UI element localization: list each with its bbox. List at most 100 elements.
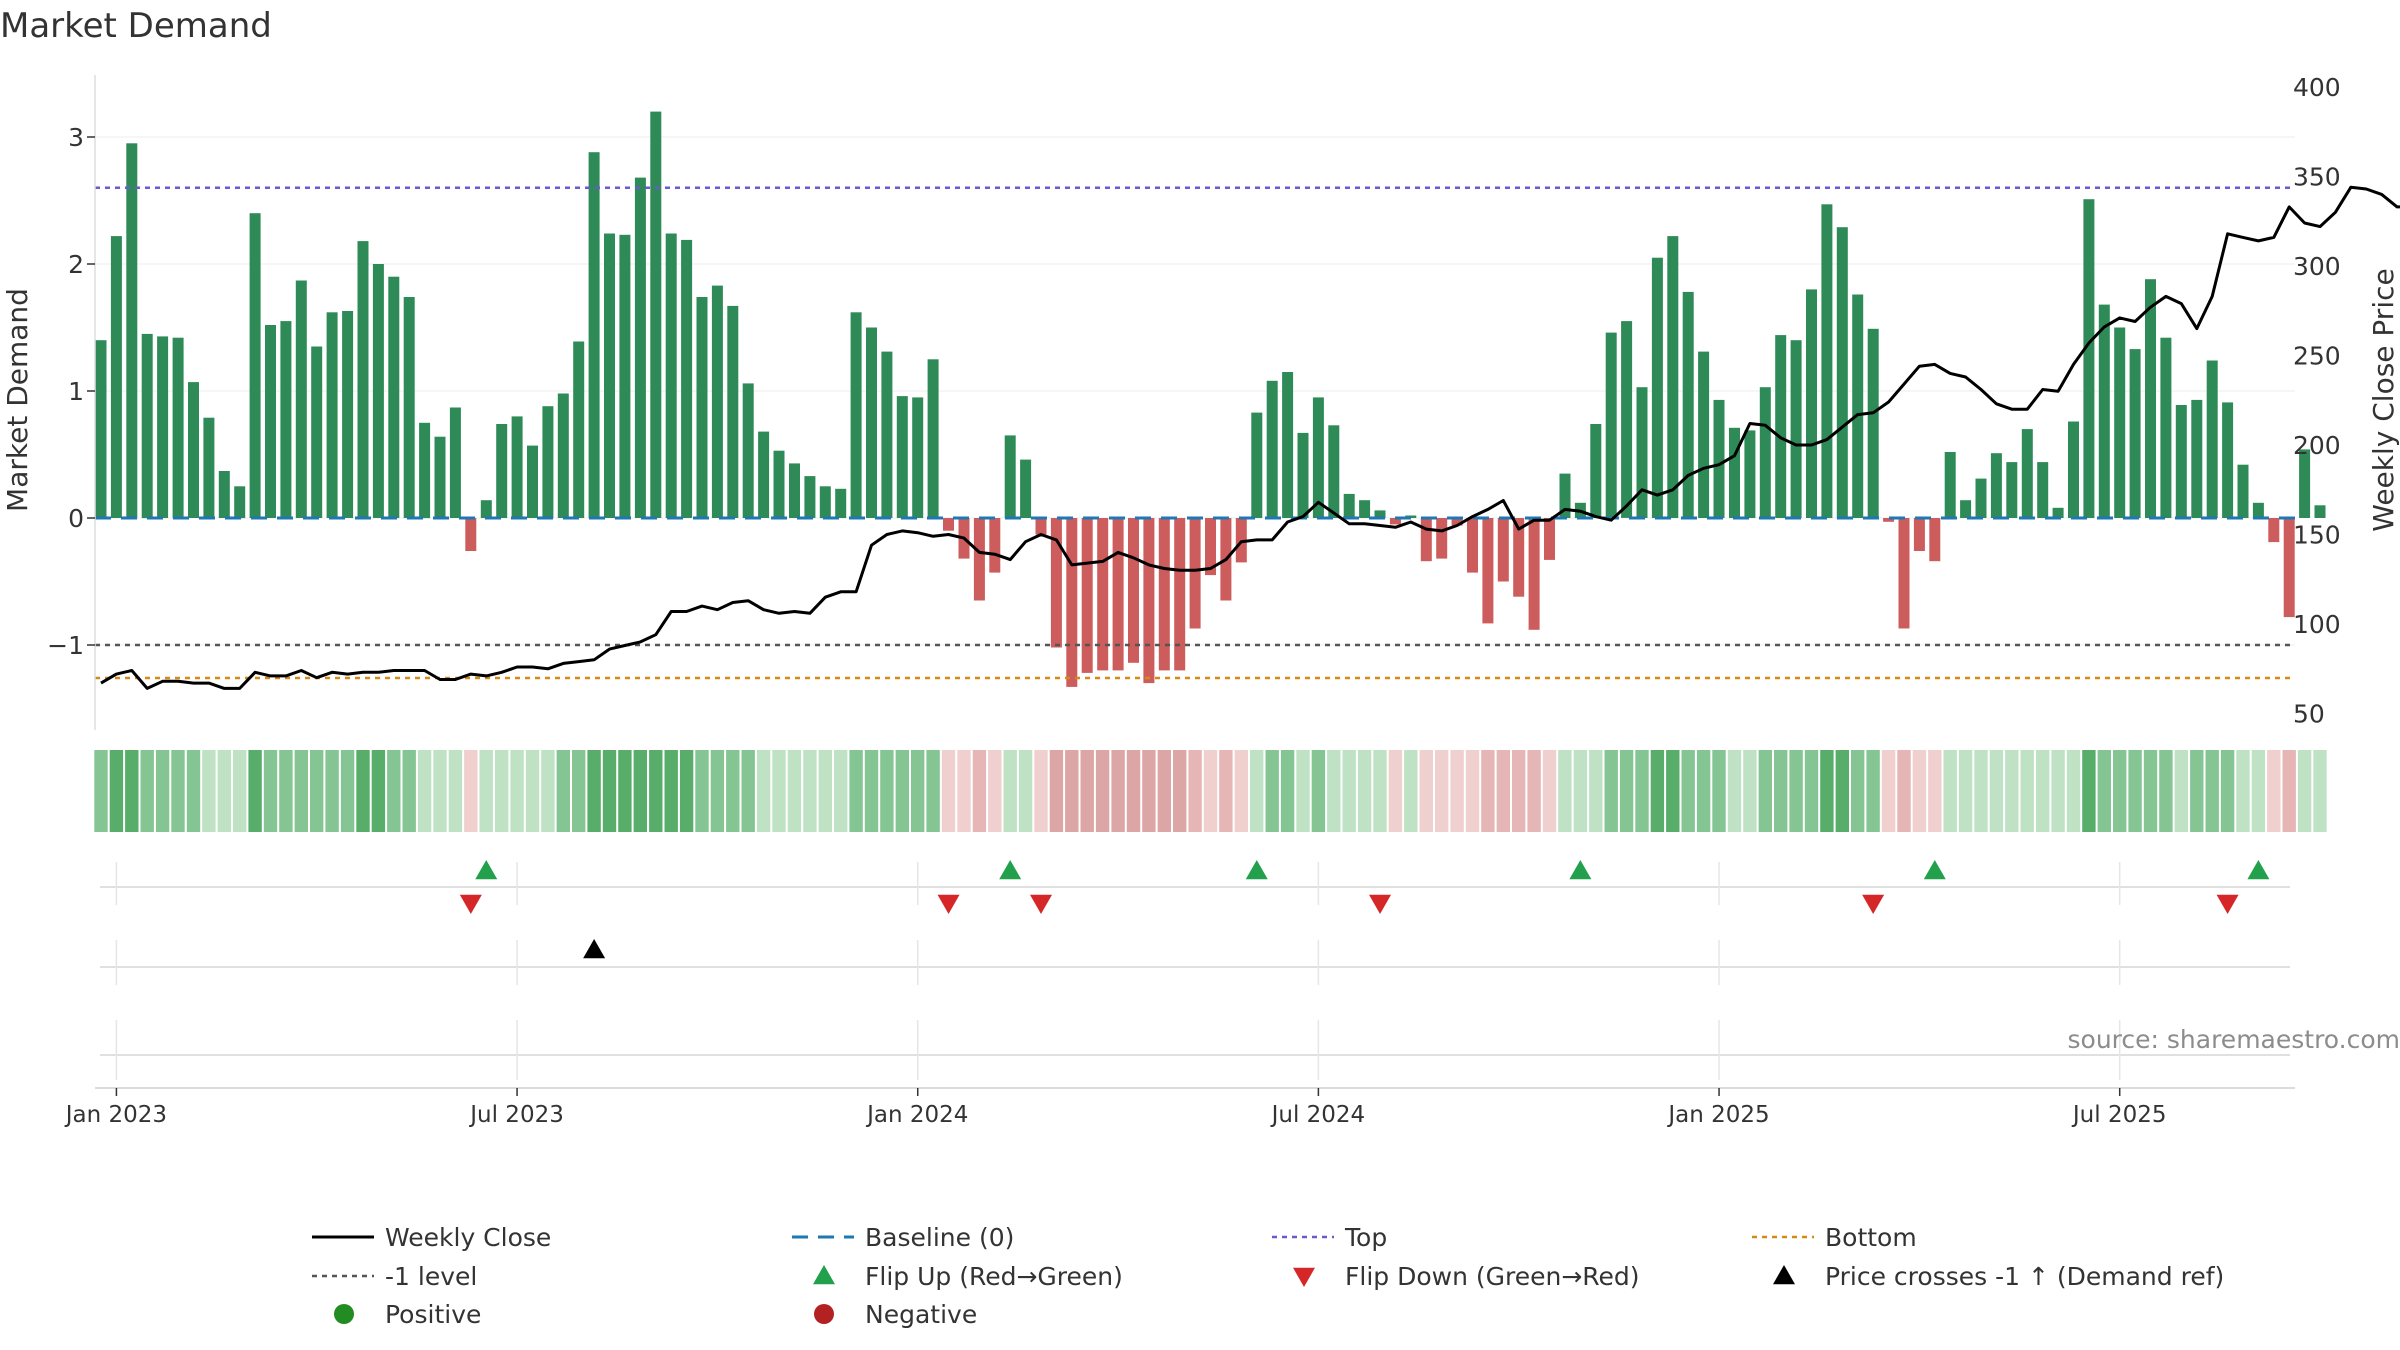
demand-bar (711, 285, 723, 518)
strip-cell (1142, 750, 1156, 832)
strip-cell (1866, 750, 1880, 832)
strip-cell (787, 750, 802, 832)
strip-cell (94, 750, 108, 832)
strip-cell (803, 750, 817, 832)
strip-cell (926, 750, 940, 832)
demand-bar (1790, 340, 1802, 518)
strip-cell (1681, 750, 1695, 832)
strip-cell (1743, 750, 1757, 832)
strip-cell (1881, 750, 1896, 832)
legend-label: Flip Down (Green→Red) (1345, 1262, 1640, 1291)
strip-cell (233, 750, 247, 832)
strip-cell (109, 750, 124, 832)
y2-axis-label: Weekly Close Price (2367, 268, 2400, 531)
x-tick-label: Jul 2024 (1270, 1102, 1366, 1128)
demand-bar (1158, 518, 1170, 671)
strip-cell (2159, 750, 2173, 832)
flip-up-marker (2247, 860, 2270, 880)
strip-cell (1065, 750, 1079, 832)
demand-bar (2068, 421, 2079, 518)
demand-bar (1867, 328, 1879, 518)
strip-cell (1820, 750, 1834, 832)
x-axis: Jan 2023 Jul 2023 Jan 2024 Jul 2024 Jan 2025… (64, 1087, 2295, 1128)
demand-bar (2206, 360, 2218, 518)
strip-cell (1095, 750, 1110, 832)
flip-down-marker (1369, 894, 1392, 914)
strip-cell (1558, 750, 1572, 832)
strip-cell (1373, 750, 1387, 832)
legend-label: Weekly Close (385, 1223, 551, 1252)
demand-bars (95, 111, 2326, 687)
strip-cell (510, 750, 524, 832)
strip-cell (1342, 750, 1356, 832)
y-tick-label: 1 (68, 377, 84, 406)
demand-bar (542, 406, 554, 518)
legend-item: Negative (814, 1300, 977, 1329)
demand-bar (1806, 289, 1817, 518)
legend-label: Price crosses -1 ↑ (Demand ref) (1825, 1262, 2224, 1291)
legend-swatch (814, 1304, 834, 1324)
strip-cell (2113, 750, 2127, 832)
strip-cell (834, 750, 848, 832)
strip-cell (2267, 750, 2281, 832)
strip-cell (525, 750, 540, 832)
legend-item: Positive (334, 1300, 481, 1329)
strip-cell (1296, 750, 1310, 832)
level-lines (95, 186, 2295, 680)
demand-bar (141, 333, 153, 519)
strip-cell (1804, 750, 1819, 832)
legend-label: Top (1344, 1223, 1387, 1252)
demand-bar (1698, 351, 1710, 518)
demand-bar (218, 471, 230, 518)
strip-cell (1928, 750, 1942, 832)
demand-bar (249, 213, 261, 518)
demand-bar (1929, 518, 1941, 562)
demand-bar (172, 337, 184, 518)
y2-tick-label: 200 (2293, 431, 2341, 460)
demand-bar (1389, 518, 1401, 525)
y-tick-label: 3 (68, 123, 84, 152)
strip-cell (325, 750, 339, 832)
demand-bar (604, 233, 615, 518)
strip-cell (633, 750, 647, 832)
strip-cell (679, 750, 694, 832)
demand-bar (1282, 372, 1294, 518)
demand-bar (1775, 335, 1787, 518)
demand-bar (1420, 518, 1432, 562)
strip-cell (772, 750, 786, 832)
strip-cell (710, 750, 725, 832)
strip-cell (1450, 750, 1464, 832)
y2-tick-label: 300 (2293, 252, 2341, 281)
demand-bar (2299, 449, 2311, 518)
strip-cell (1619, 750, 1634, 832)
strip-cell (202, 750, 216, 832)
demand-bar (1020, 459, 1032, 518)
demand-bar (1467, 518, 1478, 573)
demand-bar (1128, 518, 1139, 663)
demand-bar (912, 397, 924, 518)
axes: 3 2 1 0 −1 400 350 300 250 200 150 100 50 (47, 73, 2341, 730)
chart-title: Market Demand (0, 6, 272, 46)
demand-bar (2222, 402, 2234, 518)
strip-cell (1003, 750, 1017, 832)
y2-tick-label: 100 (2293, 610, 2341, 639)
strip-cell (2313, 750, 2327, 832)
strip-cell (649, 750, 663, 832)
strip-cell (1034, 750, 1048, 832)
strip-cell (186, 750, 201, 832)
demand-bar (1143, 518, 1155, 684)
demand-bar (1081, 518, 1093, 673)
y2-tick-label: 250 (2293, 342, 2341, 371)
strip-cell (356, 750, 370, 832)
strip-cell (279, 750, 293, 832)
demand-bar (2129, 349, 2141, 518)
legend-item: Top (1272, 1223, 1387, 1252)
demand-bar (665, 233, 677, 518)
demand-bar (1482, 518, 1494, 624)
strip-cell (387, 750, 401, 832)
legend-swatch (1293, 1267, 1315, 1287)
legend-item: Baseline (0) (792, 1223, 1014, 1252)
strip-cell (1604, 750, 1618, 832)
demand-bar (2191, 399, 2203, 518)
strip-cell (587, 750, 601, 832)
